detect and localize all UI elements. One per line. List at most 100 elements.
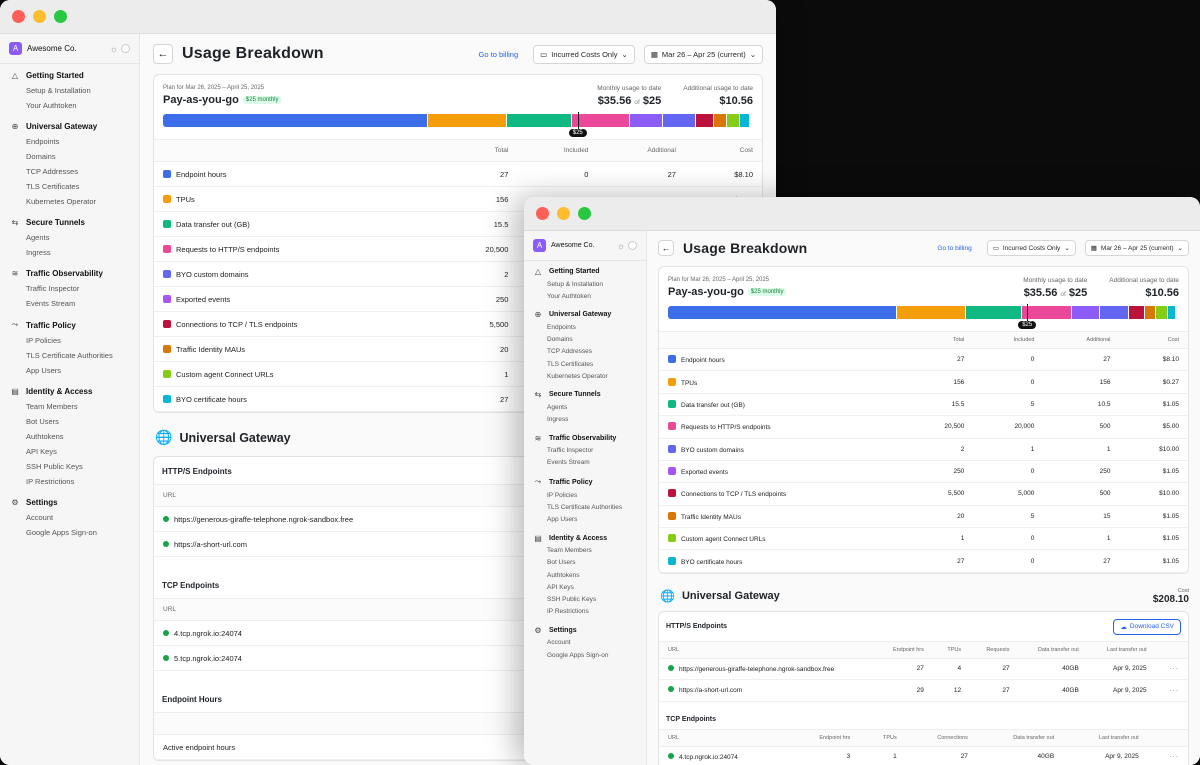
sidebar-item[interactable]: Kubernetes Operator bbox=[26, 197, 97, 206]
usage-bar-segment[interactable] bbox=[740, 114, 750, 127]
sidebar-item[interactable]: Traffic Inspector bbox=[547, 447, 594, 455]
sidebar-section-3[interactable]: ≋ Traffic Observability bbox=[524, 432, 646, 445]
usage-bar-segment[interactable] bbox=[1071, 306, 1100, 319]
table-row[interactable]: Endpoint hours 27 0 27 $8.10 bbox=[154, 161, 762, 187]
sidebar-item[interactable]: TLS Certificates bbox=[547, 360, 594, 368]
usage-bar-segment[interactable] bbox=[695, 114, 714, 127]
sidebar-item[interactable]: IP Restrictions bbox=[547, 608, 589, 616]
back-button[interactable]: ← bbox=[658, 240, 674, 256]
usage-bar-segment[interactable] bbox=[668, 306, 896, 319]
sidebar-item[interactable]: Team Members bbox=[547, 547, 592, 555]
close-window-button[interactable] bbox=[12, 10, 25, 23]
usage-bar-segment[interactable] bbox=[1100, 306, 1128, 319]
sidebar-section-5[interactable]: ▤ Identity & Access bbox=[0, 384, 139, 399]
sidebar-section-6[interactable]: ⚙ Settings bbox=[0, 495, 139, 510]
sidebar-item[interactable]: Domains bbox=[547, 336, 573, 344]
usage-bar-segment[interactable] bbox=[965, 306, 1021, 319]
usage-bar-segment[interactable] bbox=[1021, 306, 1071, 319]
theme-toggle[interactable]: ☼ bbox=[110, 44, 130, 54]
usage-bar-segment[interactable] bbox=[427, 114, 507, 127]
sidebar-item[interactable]: App Users bbox=[547, 516, 578, 524]
sidebar-item[interactable]: Google Apps Sign-on bbox=[547, 651, 609, 659]
usage-bar-segment[interactable] bbox=[714, 114, 726, 127]
sidebar-item[interactable]: TCP Addresses bbox=[26, 167, 78, 176]
sidebar-item[interactable]: Domains bbox=[26, 152, 56, 161]
sidebar-item[interactable]: API Keys bbox=[26, 447, 57, 456]
cost-filter-dropdown[interactable]: ▭ Incurred Costs Only ⌄ bbox=[533, 44, 635, 64]
sidebar-item[interactable]: SSH Public Keys bbox=[26, 462, 83, 471]
more-options-icon[interactable]: ··· bbox=[1147, 746, 1188, 765]
sidebar-item[interactable]: Account bbox=[26, 513, 54, 522]
sidebar-section-1[interactable]: ⊕ Universal Gateway bbox=[524, 308, 646, 321]
sidebar-item[interactable]: Kubernetes Operator bbox=[547, 372, 608, 380]
sidebar-item[interactable]: IP Policies bbox=[26, 336, 61, 345]
sidebar-item[interactable]: Agents bbox=[547, 403, 568, 411]
sidebar-item[interactable]: TLS Certificate Authorities bbox=[26, 351, 113, 360]
usage-bar-segment[interactable] bbox=[1144, 306, 1155, 319]
maximize-window-button[interactable] bbox=[54, 10, 67, 23]
sidebar-section-0[interactable]: △ Getting Started bbox=[524, 265, 646, 278]
sidebar-section-1[interactable]: ⊕ Universal Gateway bbox=[0, 119, 139, 134]
sidebar-item[interactable]: TCP Addresses bbox=[547, 348, 593, 356]
go-to-billing-link[interactable]: Go to billing bbox=[937, 244, 972, 252]
sidebar-section-4[interactable]: ⤳ Traffic Policy bbox=[524, 475, 646, 489]
sidebar-section-4[interactable]: ⤳ Traffic Policy bbox=[0, 317, 139, 333]
usage-bar-segment[interactable] bbox=[1128, 306, 1144, 319]
table-row[interactable]: https://a-short-url.com 29 12 27 40GB Ap… bbox=[659, 679, 1188, 702]
usage-bar-segment[interactable] bbox=[662, 114, 695, 127]
sidebar-item[interactable]: API Keys bbox=[547, 583, 574, 591]
sidebar-item[interactable]: Team Members bbox=[26, 402, 78, 411]
sidebar-item[interactable]: Bot Users bbox=[547, 559, 576, 567]
sidebar-item[interactable]: Events Stream bbox=[26, 299, 76, 308]
sidebar-item[interactable]: Bot Users bbox=[26, 417, 59, 426]
cost-filter-dropdown[interactable]: ▭ Incurred Costs Only ⌄ bbox=[986, 240, 1076, 256]
usage-bar-segment[interactable] bbox=[571, 114, 629, 127]
usage-bar-segment[interactable] bbox=[726, 114, 740, 127]
sidebar-item[interactable]: Your Authtoken bbox=[547, 292, 591, 300]
sidebar-item[interactable]: Traffic Inspector bbox=[26, 284, 80, 293]
more-options-icon[interactable]: ··· bbox=[1155, 679, 1188, 702]
back-button[interactable]: ← bbox=[153, 44, 173, 64]
usage-bar-segment[interactable] bbox=[629, 114, 662, 127]
sidebar-section-2[interactable]: ⇆ Secure Tunnels bbox=[0, 215, 139, 230]
sidebar-section-5[interactable]: ▤ Identity & Access bbox=[524, 532, 646, 545]
usage-bar-segment[interactable] bbox=[896, 306, 965, 319]
minimize-window-button[interactable] bbox=[557, 207, 570, 220]
close-window-button[interactable] bbox=[536, 207, 549, 220]
sidebar-item[interactable]: Events Stream bbox=[547, 459, 590, 467]
download-csv-button[interactable]: ☁ Download CSV bbox=[1113, 618, 1181, 635]
minimize-window-button[interactable] bbox=[33, 10, 46, 23]
sidebar-item[interactable]: Endpoints bbox=[26, 137, 60, 146]
sidebar-section-6[interactable]: ⚙ Settings bbox=[524, 624, 646, 637]
sidebar-item[interactable]: Google Apps Sign-on bbox=[26, 528, 97, 537]
usage-bar-segment[interactable] bbox=[1155, 306, 1167, 319]
sidebar-item[interactable]: Ingress bbox=[547, 416, 569, 424]
theme-toggle[interactable]: ☼ bbox=[617, 241, 637, 251]
sidebar-section-2[interactable]: ⇆ Secure Tunnels bbox=[524, 388, 646, 401]
sidebar-item[interactable]: IP Policies bbox=[547, 491, 578, 499]
sidebar-item[interactable]: App Users bbox=[26, 366, 62, 375]
sidebar-item[interactable]: Ingress bbox=[26, 248, 51, 257]
sidebar-item[interactable]: Your Authtoken bbox=[26, 101, 77, 110]
sidebar-item[interactable]: IP Restrictions bbox=[26, 477, 75, 486]
sidebar-item[interactable]: Endpoints bbox=[547, 323, 576, 331]
usage-bar-segment[interactable] bbox=[507, 114, 571, 127]
sidebar-item[interactable]: Authtokens bbox=[547, 571, 580, 579]
usage-bar-segment[interactable] bbox=[1167, 306, 1176, 319]
go-to-billing-link[interactable]: Go to billing bbox=[478, 49, 519, 59]
sidebar-item[interactable]: Setup & Installation bbox=[547, 280, 604, 288]
sidebar-item[interactable]: Account bbox=[547, 639, 571, 647]
date-range-dropdown[interactable]: ▦ Mar 26 – Apr 25 (current) ⌄ bbox=[643, 44, 763, 64]
sidebar-section-0[interactable]: △ Getting Started bbox=[0, 68, 139, 83]
maximize-window-button[interactable] bbox=[578, 207, 591, 220]
table-row[interactable]: https://generous-giraffe-telephone.ngrok… bbox=[659, 658, 1188, 681]
more-options-icon[interactable]: ··· bbox=[1155, 658, 1188, 681]
org-switcher[interactable]: A Awesome Co. ☼ bbox=[524, 231, 646, 261]
